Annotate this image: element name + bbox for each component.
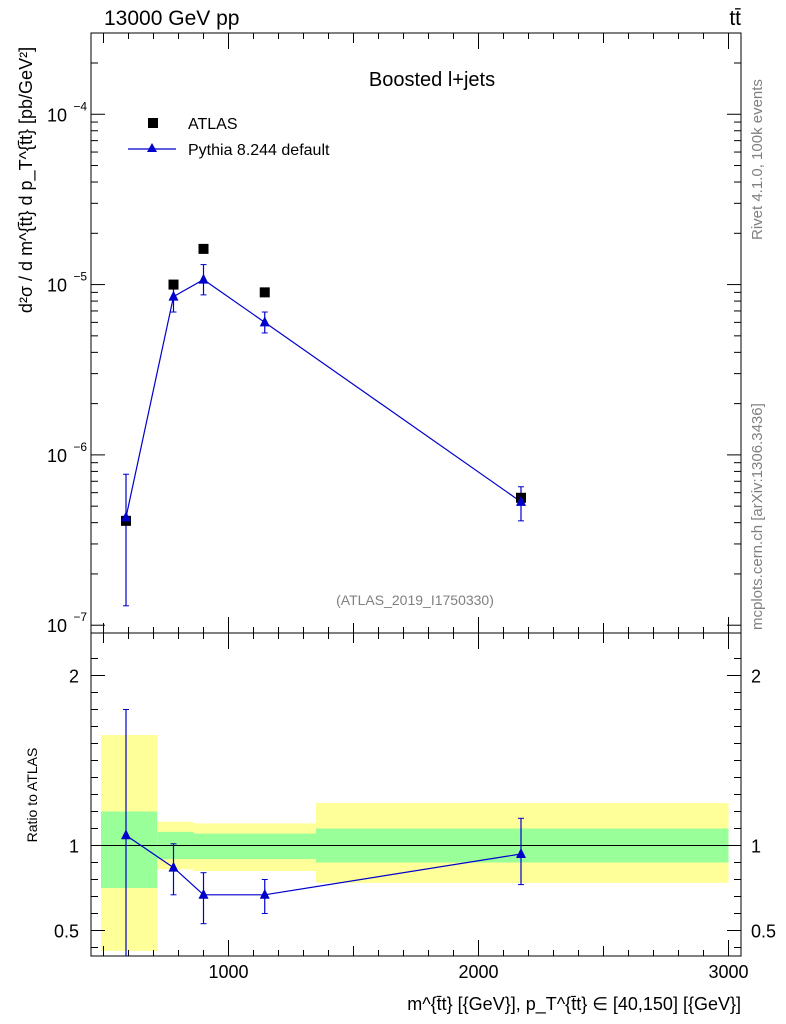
ratio-pythia-point <box>516 848 526 858</box>
main-y-tick-exponent: −6 <box>73 440 87 454</box>
pythia-point <box>259 316 270 327</box>
main-y-tick-exponent: −4 <box>73 99 87 113</box>
ratio-y-tick-label-right: 0.5 <box>751 922 776 942</box>
main-y-tick-exponent: −7 <box>73 610 87 624</box>
ratio-pythia-point <box>121 829 131 840</box>
ratio-pythia-point <box>198 888 209 899</box>
x-tick-label: 3000 <box>708 962 748 982</box>
ratio-panel-frame <box>90 632 742 957</box>
main-axis-ticks: 10 −7 10 −6 10 −5 10 −4 <box>47 33 741 636</box>
ratio-y-axis-label: Ratio to ATLAS <box>24 748 40 843</box>
plot-title: Boosted l+jets <box>369 69 495 91</box>
pythia-line <box>125 278 522 518</box>
pythia-point <box>198 273 209 284</box>
ratio-pythia-point <box>168 861 179 872</box>
mcplots-reference-label: mcplots.cern.ch [arXiv:1306.3436] <box>749 403 766 630</box>
atlas-data-point <box>259 287 270 298</box>
main-y-tick-label: 10 <box>47 276 67 296</box>
ratio-y-tick-label-right: 2 <box>751 667 761 687</box>
pythia-point <box>121 511 131 522</box>
atlas-data-point <box>168 279 179 290</box>
ratio-band-inner <box>101 811 158 888</box>
main-y-tick-label: 10 <box>47 105 67 125</box>
process-label: tt̄ <box>729 7 741 30</box>
ratio-y-tick-label: 1 <box>69 837 79 857</box>
main-y-tick-exponent: −5 <box>73 270 87 284</box>
ratio-y-tick-label: 0.5 <box>54 922 79 942</box>
x-tick-label: 2000 <box>458 962 498 982</box>
ratio-pythia-point <box>259 888 270 899</box>
main-series-layer <box>121 243 526 607</box>
ratio-series-layer <box>121 709 526 956</box>
legend: ATLAS Pythia 8.244 default <box>128 116 330 159</box>
pythia-point <box>516 495 526 506</box>
pythia-point <box>168 290 179 301</box>
ratio-y-tick-label-right: 1 <box>751 837 761 857</box>
energy-label: 13000 GeV pp <box>104 7 239 30</box>
legend-pythia-marker <box>147 143 157 152</box>
main-y-axis-label: d²σ / d m^{t̄t} d p_T^{t̄t} [pb/GeV²] <box>16 47 37 313</box>
main-y-tick-label: 10 <box>47 616 67 636</box>
main-y-tick-label: 10 <box>47 446 67 466</box>
ratio-y-tick-label: 2 <box>69 667 79 687</box>
x-axis-label: m^{t̄t} [{GeV}], p_T^{t̄t} ∈ [40,150] [{… <box>407 994 741 1015</box>
analysis-watermark: (ATLAS_2019_I1750330) <box>336 592 494 608</box>
ratio-uncertainty-bands <box>101 735 729 951</box>
legend-pythia-label: Pythia 8.244 default <box>188 142 330 159</box>
legend-atlas-marker <box>148 118 158 128</box>
rivet-version-label: Rivet 4.1.0, 100k events <box>749 79 766 240</box>
legend-atlas-label: ATLAS <box>188 116 238 133</box>
x-tick-label: 1000 <box>208 962 248 982</box>
ratio-band-inner <box>193 833 316 860</box>
atlas-data-point <box>198 243 209 254</box>
